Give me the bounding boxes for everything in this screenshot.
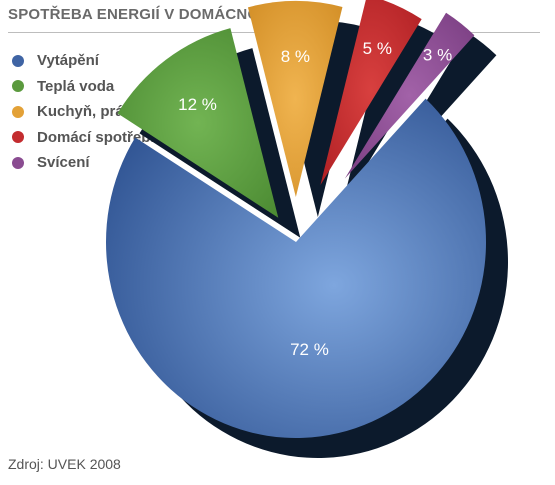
legend-label: Vytápění bbox=[37, 52, 99, 70]
legend-swatch bbox=[12, 80, 24, 93]
pie-labels: 72 % 12 % 8 % 5 % 3 % bbox=[178, 39, 452, 359]
slice-label-sviceni: 3 % bbox=[423, 45, 452, 64]
slice-vytapeni bbox=[105, 98, 487, 439]
legend-swatch bbox=[12, 156, 24, 169]
legend-swatch bbox=[12, 105, 24, 118]
legend-label: Teplá voda bbox=[37, 77, 115, 95]
slice-tepla-voda bbox=[117, 28, 279, 218]
slice-sviceni bbox=[344, 12, 475, 179]
legend-label: Svícení bbox=[37, 154, 90, 172]
slice-label-tepla-voda: 12 % bbox=[178, 95, 217, 114]
slice-domaci-spotrebice bbox=[320, 0, 422, 186]
legend-item-sviceni: Svícení bbox=[12, 150, 171, 176]
legend-item-tepla-voda: Teplá voda bbox=[12, 74, 171, 100]
source-note: Zdroj: UVEK 2008 bbox=[8, 456, 121, 472]
pie-slices bbox=[105, 0, 487, 439]
chart-title: SPOTŘEBA ENERGIÍ V DOMÁCNOSTECH bbox=[8, 6, 312, 23]
legend-swatch bbox=[12, 54, 24, 67]
legend-item-vytapeni: Vytápění bbox=[12, 48, 171, 74]
slice-label-kuchyn-pradelna: 8 % bbox=[281, 47, 310, 66]
slice-kuchyn-pradelna bbox=[247, 1, 343, 198]
legend-swatch bbox=[12, 131, 24, 144]
slice-label-vytapeni: 72 % bbox=[290, 340, 329, 359]
slice-label-domaci-spotrebice: 5 % bbox=[363, 39, 392, 58]
